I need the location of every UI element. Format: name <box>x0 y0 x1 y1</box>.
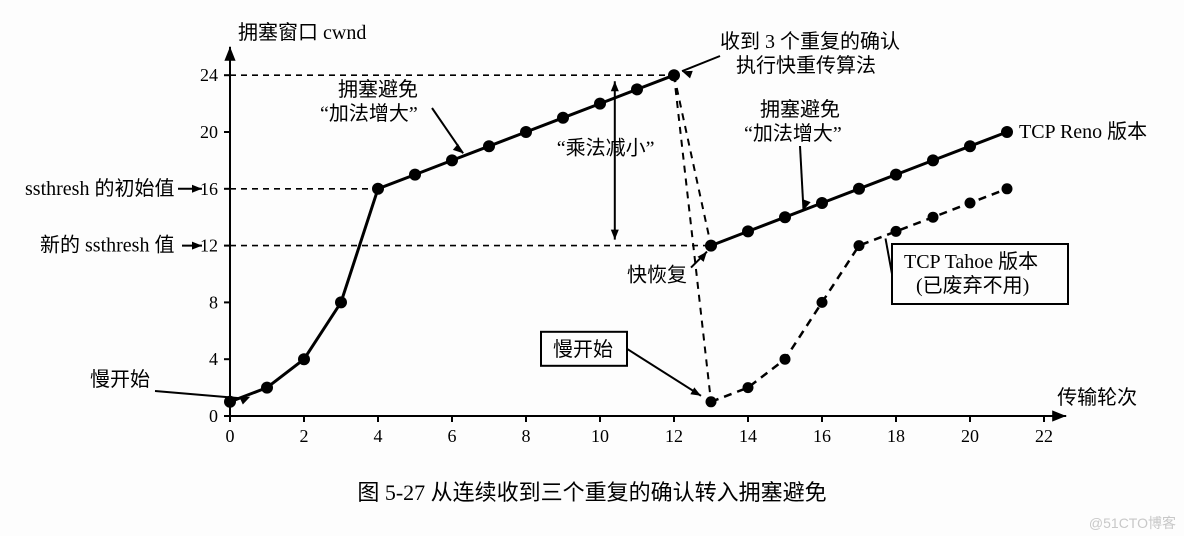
drop-to-recovery <box>674 75 711 245</box>
slow-start-left-label: 慢开始 <box>90 368 150 391</box>
data-point <box>817 297 828 308</box>
slow-start-box-label: 慢开始 <box>553 338 613 361</box>
data-point <box>706 396 717 407</box>
data-point <box>668 69 680 81</box>
data-point <box>631 83 643 95</box>
data-point <box>446 154 458 166</box>
cong-avoid-1-line2: “加法增大” <box>320 102 418 125</box>
y-tick-label: 0 <box>209 406 218 426</box>
data-point <box>298 353 310 365</box>
triple-ack-line2: 执行快重传算法 <box>736 54 876 77</box>
cong-avoid-2-line1: 拥塞避免 <box>760 98 840 121</box>
x-tick-label: 0 <box>226 426 235 446</box>
ssthresh-initial-label: ssthresh 的初始值 <box>25 177 174 200</box>
data-point <box>261 382 273 394</box>
y-tick-label: 20 <box>200 122 218 142</box>
triple-ack-line1: 收到 3 个重复的确认 <box>720 30 900 53</box>
y-tick-label: 4 <box>209 349 218 369</box>
x-axis-label: 传输轮次 <box>1057 386 1137 409</box>
y-tick-label: 24 <box>200 65 218 85</box>
y-axis-label: 拥塞窗口 cwnd <box>238 21 366 44</box>
cong-avoid-2-line2: “加法增大” <box>744 122 842 145</box>
data-point <box>743 382 754 393</box>
chart-svg: 048121620240246810121416182022拥塞窗口 cwnd传… <box>0 0 1184 536</box>
data-point <box>705 240 717 252</box>
data-point <box>520 126 532 138</box>
tahoe-box-line2: (已废弃不用) <box>916 274 1029 297</box>
tahoe-box-line1: TCP Tahoe 版本 <box>904 250 1038 273</box>
data-point <box>1001 126 1013 138</box>
data-point <box>964 140 976 152</box>
x-tick-label: 6 <box>448 426 457 446</box>
data-point <box>816 197 828 209</box>
data-point <box>779 211 791 223</box>
data-point <box>557 112 569 124</box>
y-tick-label: 12 <box>200 236 218 256</box>
figure-caption: 图 5-27 从连续收到三个重复的确认转入拥塞避免 <box>357 480 826 505</box>
data-point <box>965 198 976 209</box>
data-point <box>1002 183 1013 194</box>
data-point <box>928 212 939 223</box>
data-point <box>853 183 865 195</box>
tcp-reno-label: TCP Reno 版本 <box>1019 120 1147 143</box>
x-tick-label: 10 <box>591 426 609 446</box>
data-point <box>890 169 902 181</box>
x-tick-label: 14 <box>739 426 757 446</box>
x-tick-label: 2 <box>300 426 309 446</box>
data-point <box>483 140 495 152</box>
data-point <box>335 296 347 308</box>
x-tick-label: 20 <box>961 426 979 446</box>
data-point <box>742 225 754 237</box>
x-tick-label: 18 <box>887 426 905 446</box>
cong-avoid-1-line1: 拥塞避免 <box>338 78 418 101</box>
y-tick-label: 16 <box>200 179 218 199</box>
tcp-congestion-chart: 048121620240246810121416182022拥塞窗口 cwnd传… <box>0 0 1184 536</box>
data-point <box>372 183 384 195</box>
data-point <box>409 169 421 181</box>
x-tick-label: 22 <box>1035 426 1053 446</box>
y-tick-label: 8 <box>209 292 218 312</box>
fast-recovery-label: 快恢复 <box>627 264 687 287</box>
data-point <box>854 240 865 251</box>
x-tick-label: 4 <box>374 426 383 446</box>
x-tick-label: 12 <box>665 426 683 446</box>
data-point <box>780 354 791 365</box>
data-point <box>594 98 606 110</box>
drop-to-tahoe <box>674 75 711 402</box>
mult-decrease-label: “乘法减小” <box>557 136 655 159</box>
x-tick-label: 16 <box>813 426 831 446</box>
data-point <box>927 154 939 166</box>
ssthresh-new-label: 新的 ssthresh 值 <box>40 234 174 257</box>
data-point <box>891 226 902 237</box>
watermark: @51CTO博客 <box>1089 515 1176 531</box>
x-tick-label: 8 <box>522 426 531 446</box>
